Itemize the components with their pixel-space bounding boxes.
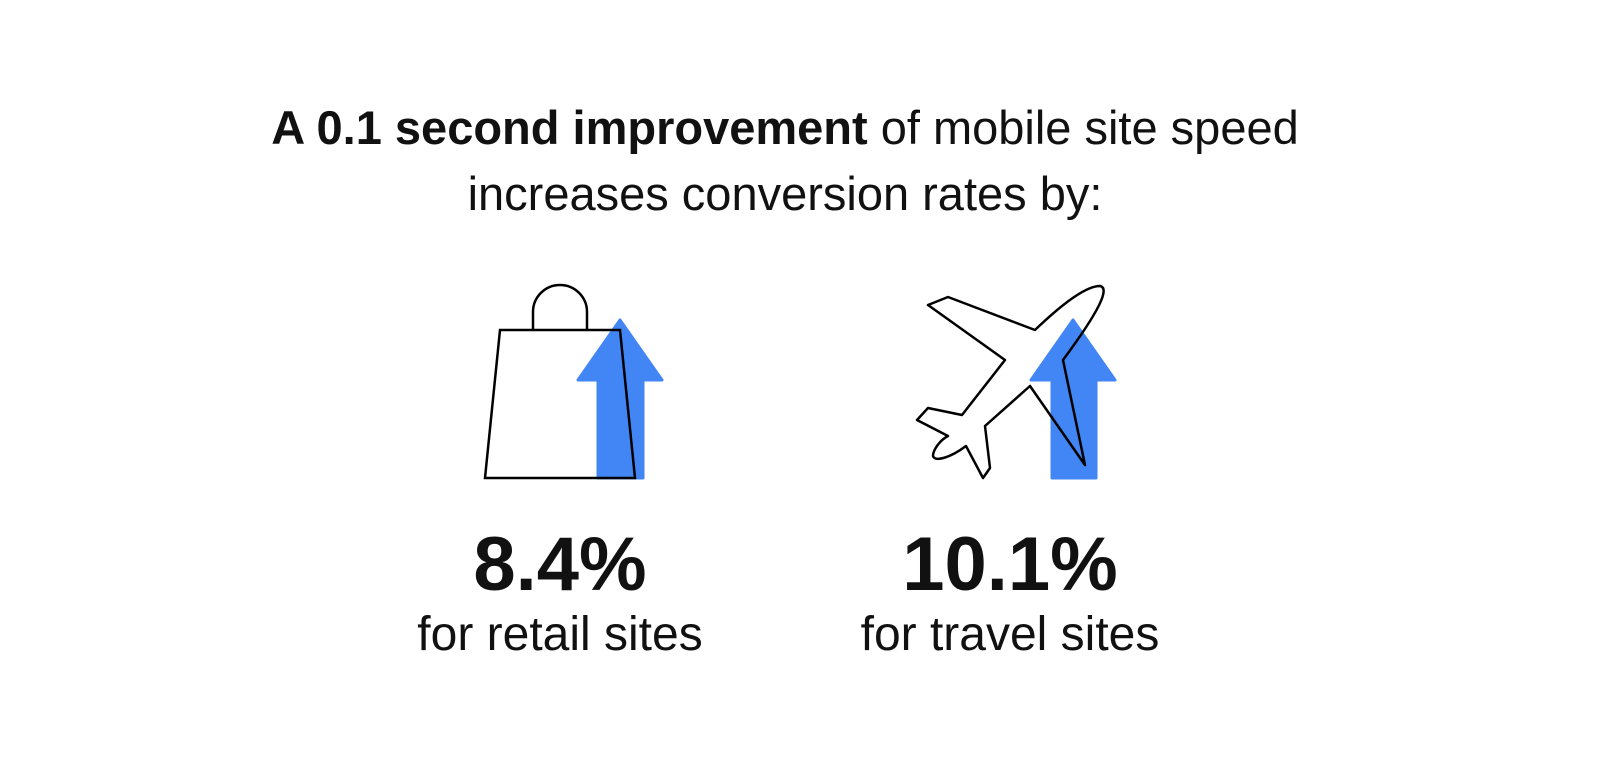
stat-value: 8.4% — [473, 522, 647, 607]
airplane-icon — [915, 284, 1117, 480]
headline-rest: of mobile site speed — [867, 101, 1299, 154]
headline: A 0.1 second improvement of mobile site … — [0, 95, 1570, 227]
headline-line-2: increases conversion rates by: — [467, 167, 1103, 220]
stat-travel: 10.1% for travel sites — [800, 525, 1220, 665]
headline-bold: A 0.1 second improvement — [271, 101, 868, 154]
stat-label: for retail sites — [417, 608, 703, 661]
up-arrow-icon — [1029, 318, 1117, 480]
stat-label: for travel sites — [860, 608, 1160, 661]
stat-retail: 8.4% for retail sites — [350, 525, 770, 665]
stat-value: 10.1% — [902, 522, 1118, 607]
shopping-bag-icon — [483, 283, 664, 480]
headline-line-1: A 0.1 second improvement of mobile site … — [0, 95, 1570, 161]
